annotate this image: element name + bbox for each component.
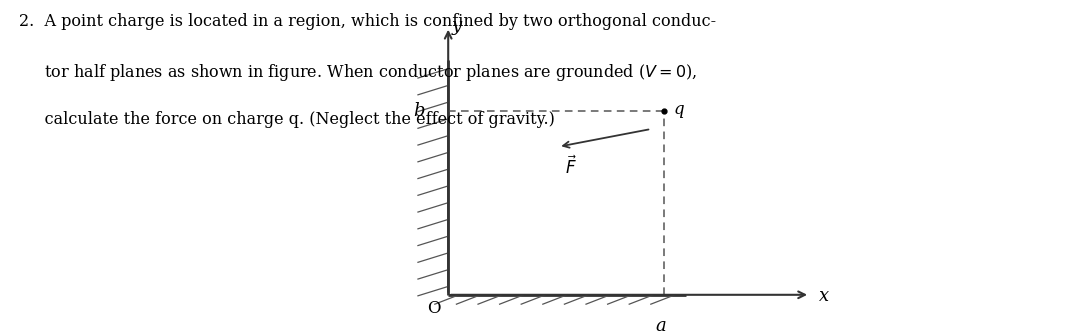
Text: q: q (674, 102, 685, 118)
Text: tor half planes as shown in figure. When conductor planes are grounded ($V = 0$): tor half planes as shown in figure. When… (19, 62, 698, 83)
Text: calculate the force on charge q. (Neglect the effect of gravity.): calculate the force on charge q. (Neglec… (19, 111, 555, 128)
Text: a: a (656, 317, 666, 335)
Text: 2.  A point charge is located in a region, which is confined by two orthogonal c: 2. A point charge is located in a region… (19, 13, 716, 30)
Text: O: O (428, 300, 441, 317)
Text: b: b (413, 102, 424, 120)
Text: $\vec{F}$: $\vec{F}$ (565, 156, 577, 178)
Text: x: x (819, 287, 828, 306)
Text: y: y (451, 17, 462, 35)
